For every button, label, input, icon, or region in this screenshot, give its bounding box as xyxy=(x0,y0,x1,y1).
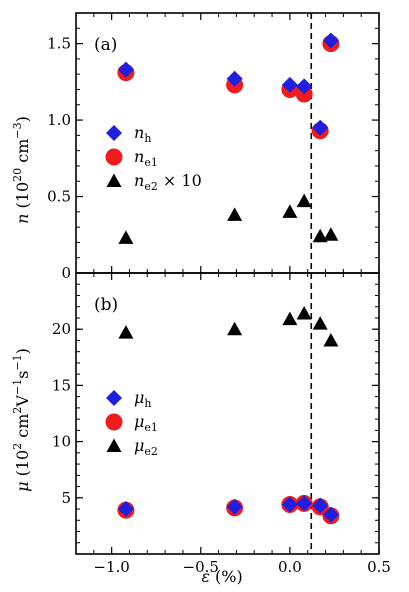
legend-marker-diamond xyxy=(106,125,122,141)
legend-label: nh xyxy=(134,123,151,145)
data-point-diamond xyxy=(117,501,134,518)
data-point-diamond xyxy=(226,70,243,87)
y-tick-label: 1.0 xyxy=(47,111,71,129)
y-axis-title-a: n (1020 cm−3) xyxy=(11,116,32,224)
axes-frame-b xyxy=(75,272,380,555)
data-point-triangle xyxy=(296,193,312,208)
legend-label: ne2 × 10 xyxy=(134,171,202,193)
x-tick-label: −0.5 xyxy=(183,558,219,576)
legend-marker-circle xyxy=(105,413,123,431)
data-point-diamond xyxy=(296,495,313,512)
panel-label-a: (a) xyxy=(94,35,117,55)
data-point-diamond xyxy=(281,496,298,513)
legend-label: μh xyxy=(134,388,152,410)
legend-label: μe1 xyxy=(134,412,158,434)
data-point-diamond xyxy=(322,32,339,49)
x-tick-label: 0.5 xyxy=(367,558,391,576)
data-point-triangle xyxy=(312,316,328,330)
y-tick-label: 15 xyxy=(52,376,71,394)
x-tick-label: −1.0 xyxy=(93,558,129,576)
y-tick-label: 20 xyxy=(52,320,71,338)
legend-marker-circle xyxy=(105,148,123,166)
x-tick-label: 0.0 xyxy=(278,558,302,576)
data-point-triangle xyxy=(312,228,328,243)
data-point-triangle xyxy=(118,325,134,339)
legend-label: μe2 xyxy=(134,436,158,458)
svg-text:μ (102 cm2V−1s−1): μ (102 cm2V−1s−1) xyxy=(11,348,32,492)
data-point-diamond xyxy=(281,76,298,93)
data-point-diamond xyxy=(312,119,329,136)
data-point-diamond xyxy=(226,498,243,515)
data-point-triangle xyxy=(227,321,243,336)
y-tick-label: 1.5 xyxy=(47,35,71,53)
data-point-triangle xyxy=(118,230,134,244)
data-point-triangle xyxy=(282,311,298,326)
y-tick-label: 5 xyxy=(61,489,71,507)
data-point-triangle xyxy=(282,204,298,218)
legend-marker-diamond xyxy=(106,390,122,406)
legend-marker-triangle xyxy=(106,438,122,452)
legend-marker-triangle xyxy=(106,173,122,187)
y-tick-label: 0 xyxy=(61,264,71,282)
data-point-diamond xyxy=(117,61,134,78)
data-point-triangle xyxy=(323,332,339,347)
legend-label: ne1 xyxy=(134,147,158,169)
y-axis-title-b: μ (102 cm2V−1s−1) xyxy=(11,348,32,492)
data-point-diamond xyxy=(322,506,339,523)
data-point-diamond xyxy=(296,78,313,95)
y-tick-label: 0.5 xyxy=(47,188,71,206)
data-point-triangle xyxy=(323,227,339,241)
data-point-diamond xyxy=(312,497,329,514)
svg-text:n (1020 cm−3): n (1020 cm−3) xyxy=(11,116,32,224)
panel-label-b: (b) xyxy=(94,295,118,315)
y-tick-label: 10 xyxy=(52,433,71,451)
data-point-triangle xyxy=(227,207,243,221)
x-axis-title: ε (%) xyxy=(201,567,242,586)
data-point-triangle xyxy=(296,305,312,320)
